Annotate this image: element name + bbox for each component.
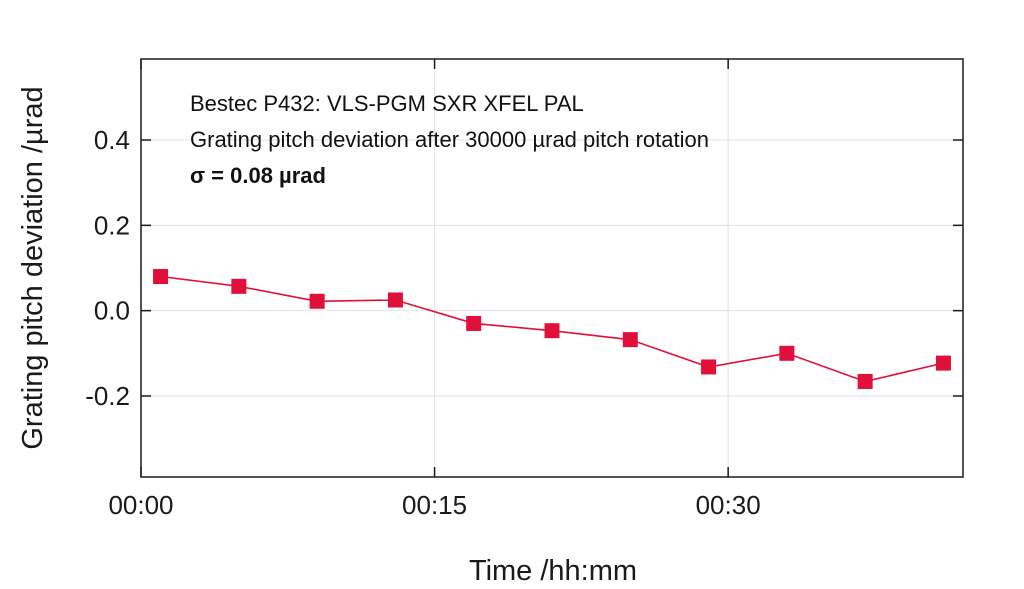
y-tick-label: 0.4 xyxy=(94,125,130,155)
annotation-sigma: σ = 0.08 µrad xyxy=(190,163,326,188)
axis-ticks: 0.4 0.2 0.0 -0.2 00:00 00:15 00:30 xyxy=(85,59,963,520)
x-tick-label: 00:30 xyxy=(696,490,761,520)
x-axis-title: Time /hh:mm xyxy=(469,555,637,587)
data-point-marker xyxy=(779,345,795,361)
data-point-marker xyxy=(701,359,717,375)
plot-frame xyxy=(140,58,964,478)
data-point-marker xyxy=(387,292,403,308)
y-tick-label: 0.2 xyxy=(94,210,130,240)
data-point-marker xyxy=(231,278,247,294)
y-axis-title: Grating pitch deviation /µrad xyxy=(17,86,49,449)
data-point-marker xyxy=(622,332,638,348)
annotation-description: Grating pitch deviation after 30000 µrad… xyxy=(190,127,709,152)
data-point-marker xyxy=(309,293,325,309)
x-tick-label: 00:15 xyxy=(402,490,467,520)
y-tick-label: -0.2 xyxy=(85,381,130,411)
data-point-marker xyxy=(857,373,873,389)
data-point-marker xyxy=(466,315,482,331)
data-point-marker xyxy=(153,269,169,285)
grid-lines xyxy=(141,59,963,477)
annotation-instrument: Bestec P432: VLS-PGM SXR XFEL PAL xyxy=(190,91,584,116)
x-tick-label: 00:00 xyxy=(108,490,173,520)
data-point-marker xyxy=(935,355,951,371)
y-tick-label: 0.0 xyxy=(94,296,130,326)
data-point-marker xyxy=(544,323,560,339)
data-series xyxy=(153,269,951,389)
